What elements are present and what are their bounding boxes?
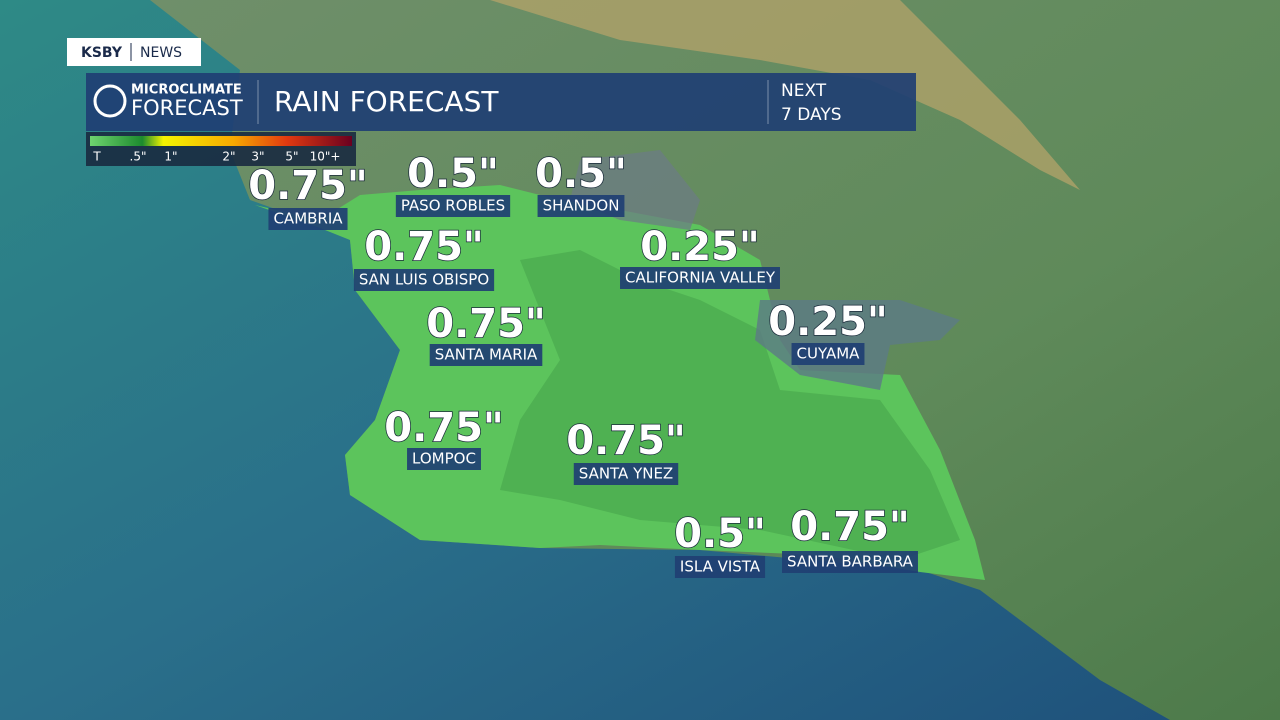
location: 0.75"CAMBRIA (247, 162, 369, 230)
brand: KSBY NEWS (67, 38, 201, 66)
legend-label: 5" (285, 150, 298, 164)
section: NEWS (140, 45, 182, 61)
location-tag (674, 556, 766, 578)
location-tag (268, 208, 348, 230)
location-name: PASO ROBLES (401, 197, 505, 215)
location-name: CUYAMA (797, 345, 861, 363)
station: KSBY (81, 45, 123, 61)
logo-top: MICROCLIMATE (131, 83, 242, 98)
location-tag (620, 267, 780, 289)
location-name: SAN LUIS OBISPO (359, 271, 489, 289)
location-name: LOMPOC (412, 450, 476, 468)
header-bar (86, 73, 916, 131)
rain-amount: 0.25" (768, 299, 888, 345)
legend-label: 10"+ (310, 150, 341, 164)
location: 0.5"ISLA VISTA (673, 510, 767, 578)
location: 0.5"PASO ROBLES (395, 150, 511, 217)
legend-label: 3" (251, 150, 264, 164)
period-top: NEXT (781, 81, 827, 101)
rain-amount: 0.5" (674, 511, 766, 557)
location: 0.25"CALIFORNIA VALLEY (620, 223, 780, 289)
location-tag (537, 195, 625, 217)
legend-label: .5" (130, 150, 147, 164)
mountains (490, 0, 1080, 190)
location-tag (791, 343, 865, 365)
legend-label: 1" (164, 150, 177, 164)
title: RAIN FORECAST (274, 85, 499, 118)
period-bottom: 7 DAYS (781, 105, 842, 125)
legend-label: T (92, 150, 101, 164)
brand-box (67, 38, 201, 66)
location-name: CAMBRIA (273, 210, 343, 228)
location-tag (407, 448, 481, 470)
rain-amount: 0.75" (248, 163, 368, 209)
rain-amount: 0.75" (384, 405, 504, 451)
location-tag (429, 344, 543, 366)
rain-amount: 0.5" (535, 151, 627, 197)
logo-bottom: FORECAST (131, 96, 243, 120)
location-name: ISLA VISTA (680, 558, 761, 576)
header: MICROCLIMATE FORECAST RAIN FORECAST NEXT… (86, 73, 916, 131)
location-name: SHANDON (543, 197, 620, 215)
rain-amount: 0.5" (407, 151, 499, 197)
rain-amount: 0.25" (640, 224, 760, 270)
rain-amount: 0.75" (566, 418, 686, 464)
location-name: SANTA YNEZ (579, 465, 673, 483)
location-name: SANTA MARIA (435, 346, 538, 364)
location-name: SANTA BARBARA (787, 553, 914, 571)
logo-mark (93, 84, 127, 118)
location: 0.75"LOMPOC (383, 404, 505, 470)
location-tag (395, 195, 511, 217)
location: 0.5"SHANDON (534, 150, 628, 217)
legend: T .5" 1" 2" 3" 5" 10"+ (86, 132, 356, 166)
location-name: CALIFORNIA VALLEY (625, 269, 776, 287)
rain-amount: 0.75" (790, 504, 910, 550)
location: 0.75" SANTA BARBARA (782, 503, 918, 573)
location-tag (353, 269, 495, 291)
location: 0.75"SANTA MARIA (425, 300, 547, 366)
rain-amount: 0.75" (426, 301, 546, 347)
legend-label: 2" (222, 150, 235, 164)
legend-scale (90, 136, 352, 146)
rain-amount: 0.75" (364, 224, 484, 270)
location: 0.25"CUYAMA (767, 298, 889, 365)
location-tag (573, 463, 679, 485)
location-tag (782, 551, 918, 573)
location: 0.75"SAN LUIS OBISPO (353, 223, 495, 291)
location: 0.75"SANTA YNEZ (565, 417, 687, 485)
